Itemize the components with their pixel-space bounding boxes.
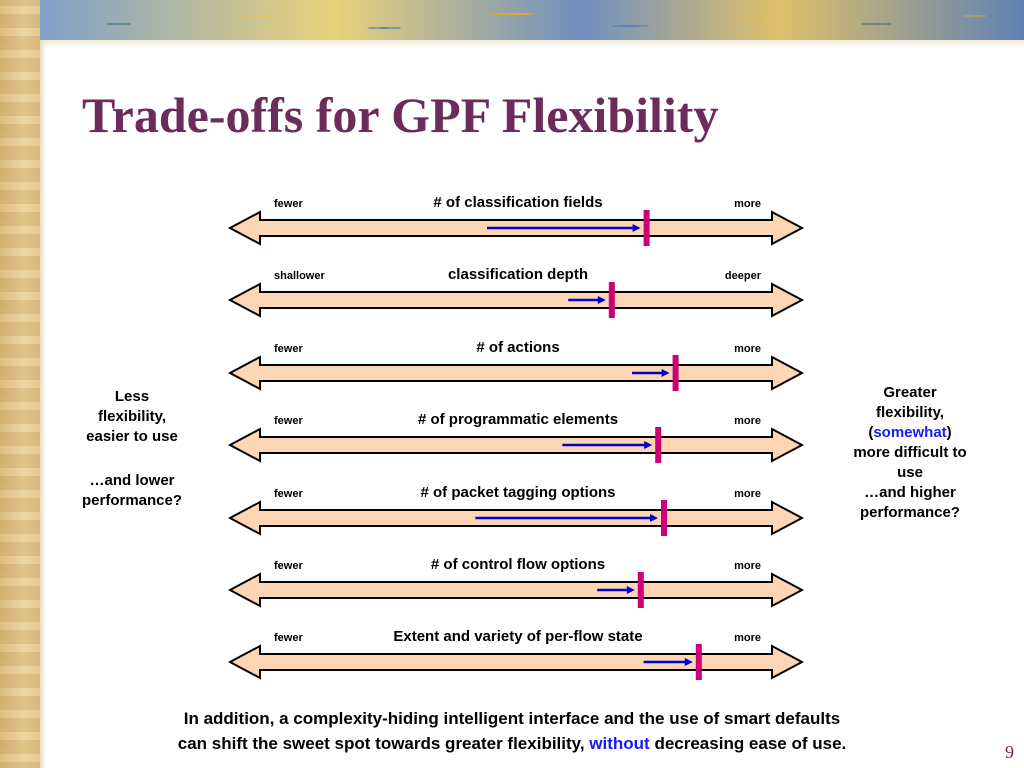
page-number: 9 (1005, 742, 1014, 762)
tradeoff-row: shallower classification depth deeper (227, 266, 805, 319)
scale-left-label: fewer (274, 415, 303, 427)
scale-left-label: shallower (274, 270, 325, 282)
bottom-note-line: In addition, a complexity-hiding intelli… (183, 709, 841, 728)
scale-right-label: more (734, 198, 761, 210)
shift-arrow-head-icon (661, 368, 670, 377)
tradeoff-row: fewer # of actions more (227, 339, 805, 391)
shift-arrow-head-icon (644, 441, 653, 450)
scale-right-label: more (734, 632, 761, 644)
right-annotation-line: flexibility, (875, 404, 945, 421)
bottom-note-text: can shift the sweet spot towards greater… (177, 734, 590, 753)
left-annotation-line: performance? (81, 492, 183, 509)
left-annotation-line: Less (114, 388, 150, 405)
left-decorative-border (0, 0, 46, 768)
scale-title: # of classification fields (433, 194, 602, 211)
scale-title: # of actions (476, 339, 559, 356)
left-annotation-line: flexibility, (97, 408, 167, 425)
scale-left-label: fewer (274, 343, 303, 355)
scale-title: # of packet tagging options (420, 484, 615, 501)
scale-left-label: fewer (274, 198, 303, 210)
position-marker (637, 572, 644, 608)
position-marker (672, 354, 679, 391)
slide-title: Trade-offs for GPF Flexibility (82, 87, 719, 143)
tradeoff-row: fewer # of classification fields more (227, 194, 805, 246)
scale-right-label: more (734, 343, 761, 355)
position-marker (608, 282, 615, 319)
scale-title: # of control flow options (431, 556, 605, 573)
bottom-note: In addition, a complexity-hiding intelli… (100, 706, 924, 756)
shift-arrow-head-icon (650, 513, 658, 522)
paren-open: ( (868, 424, 874, 441)
shift-arrow-head-icon (632, 224, 641, 232)
scale-left-label: fewer (274, 632, 303, 644)
double-arrow-icon (227, 572, 805, 608)
shift-arrow-head-icon (597, 296, 606, 305)
position-marker (643, 210, 650, 246)
right-annotation: Greater flexibility, (somewhat) more dif… (836, 383, 984, 523)
left-annotation-line: …and lower (89, 472, 175, 489)
left-annotation-line: easier to use (86, 428, 178, 445)
scale-title: # of programmatic elements (418, 411, 618, 428)
scale-title: classification depth (448, 266, 588, 283)
highlight-somewhat: somewhat (873, 424, 947, 441)
shift-arrow-head-icon (684, 658, 693, 667)
scale-left-label: fewer (274, 560, 303, 572)
tradeoff-row: fewer Extent and variety of per-flow stat… (227, 628, 805, 681)
double-arrow-icon (227, 427, 805, 463)
tradeoff-row: fewer # of packet tagging options more (227, 484, 805, 536)
scale-left-label: fewer (274, 488, 303, 500)
shift-arrow-head-icon (626, 586, 635, 594)
position-marker (655, 427, 662, 464)
scale-title: Extent and variety of per-flow state (393, 628, 642, 645)
right-annotation-line: use (897, 464, 923, 481)
right-annotation-line: …and higher (864, 484, 956, 501)
tradeoff-row: fewer # of control flow options more (227, 556, 805, 608)
position-marker (661, 499, 667, 536)
scale-right-label: more (734, 415, 761, 427)
right-annotation-line: Greater (883, 384, 937, 401)
double-arrow-icon (227, 282, 805, 319)
tradeoff-row: fewer # of programmatic elements more (227, 411, 805, 464)
highlight-without: without (589, 734, 650, 753)
top-decorative-banner (40, 0, 1024, 48)
right-annotation-line: performance? (859, 504, 961, 521)
position-marker (695, 644, 702, 681)
scale-right-label: more (734, 560, 761, 572)
right-annotation-line: more difficult to (853, 444, 967, 461)
bottom-note-line: can shift the sweet spot towards greater… (100, 731, 924, 756)
scale-right-label: more (734, 488, 761, 500)
double-arrow-icon (227, 355, 805, 391)
double-arrow-icon (227, 644, 805, 681)
paren-close: ) (946, 424, 952, 441)
bottom-note-text: decreasing ease of use. (649, 734, 847, 753)
right-annotation-line: (somewhat) (836, 423, 984, 443)
left-annotation: Less flexibility, easier to use …and low… (62, 387, 202, 511)
scale-right-label: deeper (725, 270, 762, 282)
